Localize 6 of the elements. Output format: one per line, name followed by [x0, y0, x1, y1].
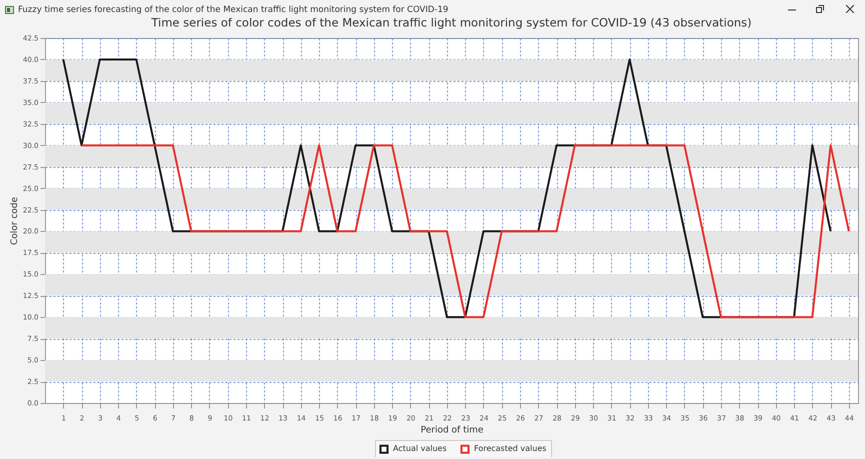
legend-label: Actual values	[393, 444, 447, 454]
y-axis-title: Color code	[10, 196, 20, 246]
legend-label: Forecasted values	[474, 444, 546, 454]
text: Fuzzy time series forecasting of the color of the Mexican traffic light monitoring system for COVID-19	[18, 5, 448, 15]
x-axis-title: Period of time	[420, 426, 484, 436]
chart-title: Time series of color codes of the Mexican traffic light monitoring system for COVID-19 (43 observations)	[150, 16, 752, 30]
